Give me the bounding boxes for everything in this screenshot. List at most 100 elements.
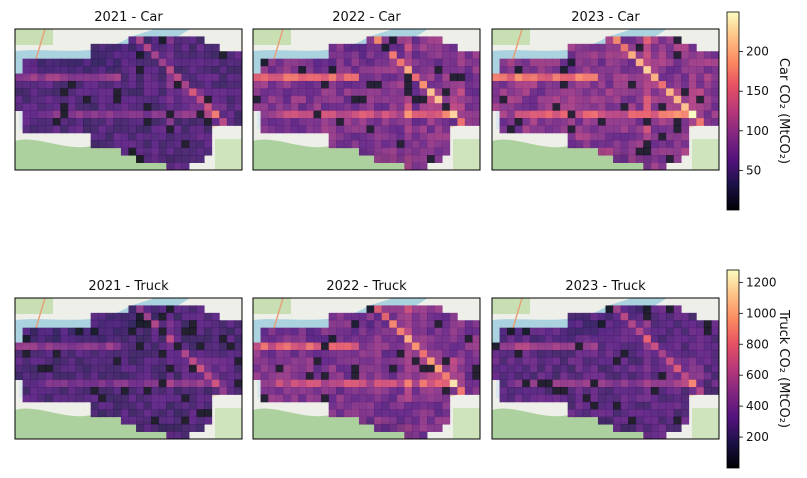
heatmap-cell [343, 58, 352, 67]
heatmap-cell [366, 305, 375, 314]
heatmap-cell [305, 349, 314, 358]
heatmap-cell [204, 140, 213, 149]
heatmap-cell [105, 125, 114, 134]
heatmap-cell [389, 88, 398, 97]
heatmap-cell [499, 66, 508, 74]
heatmap-cell [204, 110, 213, 119]
heatmap-cell [635, 36, 644, 45]
heatmap-cell [60, 387, 69, 395]
heatmap-cell [113, 110, 122, 119]
heatmap-cell [52, 66, 61, 74]
heatmap-cell [449, 110, 458, 119]
heatmap-cell [128, 80, 137, 89]
heatmap-cell [143, 147, 152, 156]
heatmap-cell [635, 416, 644, 425]
heatmap-cell [260, 364, 269, 373]
heatmap-cell [151, 327, 160, 336]
heatmap-cell [613, 416, 622, 425]
heatmap-cell [582, 80, 591, 89]
heatmap-cell [67, 372, 76, 381]
heatmap-cell [343, 409, 352, 418]
heatmap-cell [166, 409, 175, 418]
heatmap-cell [151, 305, 160, 314]
heatmap-cell [196, 80, 205, 89]
heatmap-cell [427, 401, 435, 410]
heatmap-cell [434, 424, 443, 432]
heatmap-cell [366, 320, 375, 329]
heatmap-cell [234, 110, 243, 119]
heatmap-cell [499, 387, 508, 395]
heatmap-cell [90, 342, 99, 351]
panel-title: 2022 - Truck [326, 279, 407, 294]
heatmap-cell [464, 118, 473, 126]
heatmap-cell [635, 305, 644, 314]
heatmap-cell [643, 88, 652, 97]
heatmap-cell [434, 312, 443, 321]
heatmap-cell [305, 110, 314, 119]
heatmap-cell [522, 58, 531, 67]
heatmap-cell [374, 118, 383, 126]
heatmap-cell [635, 349, 644, 358]
heatmap-cell [434, 36, 443, 45]
heatmap-cell [120, 372, 129, 381]
heatmap-cell [529, 125, 538, 134]
heatmap-cell [343, 140, 352, 149]
heatmap-cell [351, 349, 360, 358]
heatmap-cell [328, 66, 337, 74]
heatmap-cell [696, 372, 705, 381]
heatmap-cell [313, 73, 322, 82]
heatmap-cell [419, 125, 428, 134]
heatmap-cell [529, 349, 538, 358]
heatmap-cell [605, 73, 614, 82]
heatmap-cell [298, 364, 307, 373]
heatmap-cell [336, 118, 345, 126]
heatmap-cell [366, 147, 375, 156]
heatmap-cell [189, 140, 197, 149]
heatmap-cell [650, 147, 659, 156]
heatmap-cell [268, 335, 277, 343]
heatmap-cell [650, 327, 659, 336]
heatmap-cell [173, 43, 182, 52]
heatmap-cell [449, 379, 458, 388]
heatmap-cell [305, 327, 314, 336]
heatmap-cell [181, 162, 190, 171]
heatmap-cell [643, 36, 652, 45]
heatmap-cell [597, 379, 606, 388]
heatmap-cell [492, 80, 500, 89]
heatmap-cell [522, 327, 531, 336]
heatmap-cell [666, 409, 674, 418]
heatmap-cell [90, 103, 99, 112]
heatmap-cell [507, 335, 516, 343]
heatmap-cell [613, 140, 622, 149]
heatmap-cell [105, 95, 114, 104]
heatmap-cell [492, 349, 500, 358]
heatmap-cell [22, 125, 31, 134]
heatmap-cell [30, 327, 39, 336]
heatmap-cell [396, 155, 405, 163]
heatmap-cell [189, 349, 197, 358]
heatmap-cell [166, 424, 175, 432]
heatmap-cell [275, 73, 284, 82]
heatmap-cell [321, 357, 330, 366]
heatmap-cell [105, 379, 114, 388]
heatmap-cell [90, 66, 99, 74]
heatmap-cell [411, 103, 420, 112]
heatmap-cell [37, 80, 46, 89]
heatmap-cell [268, 357, 277, 366]
heatmap-cell [696, 58, 705, 67]
heatmap-cell [234, 80, 243, 89]
heatmap-cell [189, 51, 197, 60]
heatmap-cell [590, 118, 599, 126]
heatmap-cell [681, 327, 690, 336]
heatmap-cell [336, 51, 345, 60]
heatmap-cell [90, 73, 99, 82]
heatmap-cell [499, 73, 508, 82]
heatmap-cell [113, 327, 122, 336]
heatmap-cell [98, 51, 107, 60]
heatmap-cell [268, 95, 277, 104]
heatmap-cell [613, 118, 622, 126]
heatmap-cell [136, 140, 145, 149]
heatmap-cell [366, 80, 375, 89]
heatmap-cell [181, 431, 190, 440]
heatmap-cell [597, 103, 606, 112]
